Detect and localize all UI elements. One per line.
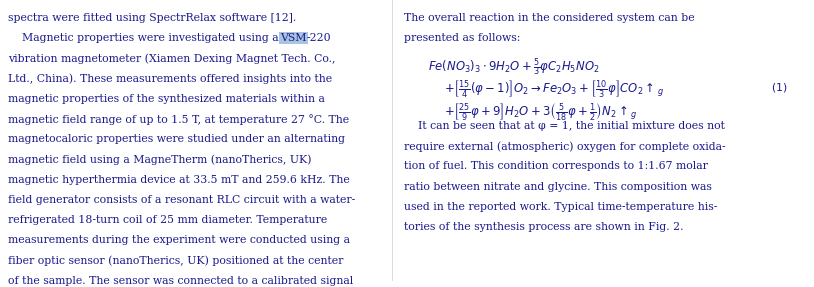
Text: VSM: VSM [280, 33, 307, 43]
Text: magnetic hyperthermia device at 33.5 mT and 259.6 kHz. The: magnetic hyperthermia device at 33.5 mT … [8, 174, 350, 185]
Text: ratio between nitrate and glycine. This composition was: ratio between nitrate and glycine. This … [404, 182, 711, 192]
Text: presented as follows:: presented as follows: [404, 33, 520, 43]
Text: The overall reaction in the considered system can be: The overall reaction in the considered s… [404, 13, 694, 23]
Text: $+ \left[\frac{15}{4}(\varphi - 1)\right]O_2 \rightarrow Fe_2O_3 + \left[\frac{1: $+ \left[\frac{15}{4}(\varphi - 1)\right… [444, 78, 664, 100]
Text: It can be seen that at φ = 1, the initial mixture does not: It can be seen that at φ = 1, the initia… [404, 121, 724, 131]
Text: -220: -220 [306, 33, 331, 43]
Text: field generator consists of a resonant RLC circuit with a water-: field generator consists of a resonant R… [8, 195, 356, 205]
Text: tories of the synthesis process are shown in Fig. 2.: tories of the synthesis process are show… [404, 222, 684, 232]
Text: refrigerated 18-turn coil of 25 mm diameter. Temperature: refrigerated 18-turn coil of 25 mm diame… [8, 215, 327, 225]
Text: fiber optic sensor (nanoTherics, UK) positioned at the center: fiber optic sensor (nanoTherics, UK) pos… [8, 256, 344, 266]
Text: magnetic field using a MagneTherm (nanoTherics, UK): magnetic field using a MagneTherm (nanoT… [8, 154, 312, 165]
Text: used in the reported work. Typical time-temperature his-: used in the reported work. Typical time-… [404, 202, 717, 212]
Text: vibration magnetometer (Xiamen Dexing Magnet Tech. Co.,: vibration magnetometer (Xiamen Dexing Ma… [8, 53, 335, 64]
Text: magnetic properties of the synthesized materials within a: magnetic properties of the synthesized m… [8, 94, 325, 104]
Text: of the sample. The sensor was connected to a calibrated signal: of the sample. The sensor was connected … [8, 276, 353, 286]
Text: Ltd., China). These measurements offered insights into the: Ltd., China). These measurements offered… [8, 73, 332, 84]
Text: $Fe(NO_3)_3 \cdot 9H_2O + \frac{5}{3}\varphi C_2H_5NO_2$: $Fe(NO_3)_3 \cdot 9H_2O + \frac{5}{3}\va… [428, 56, 600, 78]
Text: magnetocaloric properties were studied under an alternating: magnetocaloric properties were studied u… [8, 134, 345, 144]
Text: Magnetic properties were investigated using a: Magnetic properties were investigated us… [8, 33, 282, 43]
Text: require external (atmospheric) oxygen for complete oxida-: require external (atmospheric) oxygen fo… [404, 141, 725, 152]
Text: tion of fuel. This condition corresponds to 1:1.67 molar: tion of fuel. This condition corresponds… [404, 162, 708, 171]
Text: $(1)$: $(1)$ [771, 81, 788, 94]
Text: $+ \left[\frac{25}{9}\varphi + 9\right]H_2O + 3\left(\frac{5}{18}\varphi + \frac: $+ \left[\frac{25}{9}\varphi + 9\right]H… [444, 101, 637, 122]
Text: magnetic field range of up to 1.5 T, at temperature 27 °C. The: magnetic field range of up to 1.5 T, at … [8, 114, 349, 125]
Text: measurements during the experiment were conducted using a: measurements during the experiment were … [8, 235, 350, 245]
Text: spectra were fitted using SpectrRelax software [12].: spectra were fitted using SpectrRelax so… [8, 13, 296, 23]
